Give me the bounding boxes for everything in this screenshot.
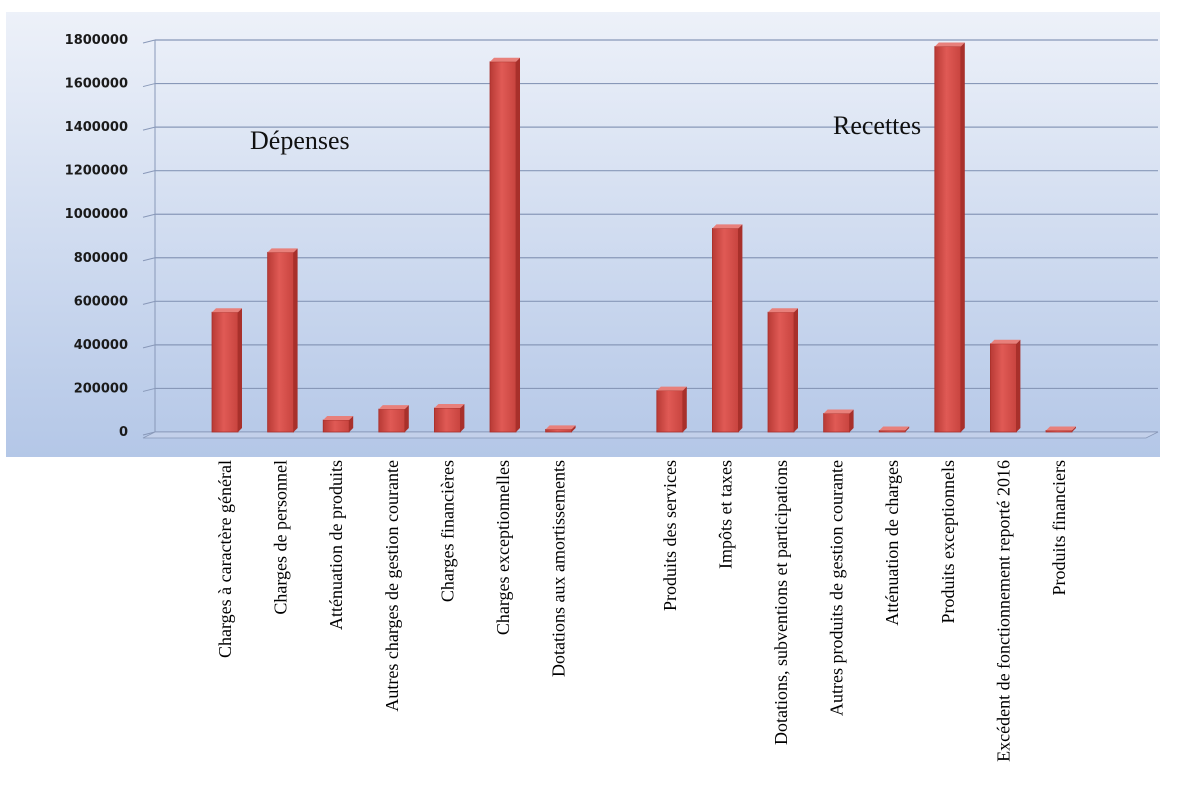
bar-top [545,425,576,430]
x-tick-label: Charges exceptionnelles [493,460,513,635]
grid-line-depth [142,213,156,218]
y-tick-label: 1600000 [65,77,128,92]
x-tick-label: Produits financiers [1049,460,1069,595]
grid-line-depth [142,387,156,392]
grid-line-depth [142,257,156,262]
x-tick-label: Autres produits de gestion courante [827,460,847,716]
x-tick-label: Atténuation de charges [882,460,902,626]
bar [712,227,739,433]
bar-side [905,426,910,432]
bar [934,46,962,433]
bar-top [490,57,520,62]
bar-top [323,416,354,421]
bar-side [238,308,242,432]
bar-top [1046,426,1076,431]
plot-background [6,12,1160,457]
group-label-depenses: Dépenses [250,126,350,155]
x-axis-labels: Charges à caractère général Charges de pe… [215,460,1069,762]
bar-side [849,409,854,432]
x-tick-label: Impôts et taxes [715,460,735,569]
bar-top [212,308,242,313]
x-tick-label: Atténuation de produits [326,460,346,630]
grid-line-depth [142,83,156,88]
grid-line-depth [142,300,156,305]
grid-line-depth [142,170,156,175]
y-tick-label: 1000000 [65,207,128,222]
bar-side [460,404,465,432]
bar [267,251,295,433]
bar [211,311,239,433]
group-label-recettes: Recettes [833,111,921,140]
x-tick-label: Excédent de fonctionnement reporté 2016 [993,460,1013,762]
x-tick-label: Dotations, subventions et participations [771,460,791,745]
bar-top [656,386,687,391]
bar-top [934,42,965,47]
bar [433,407,461,433]
y-axis: 0 200000 400000 600000 800000 1000000 1200000 1… [65,33,128,440]
y-tick-label: 1400000 [65,120,128,135]
x-tick-label: Autres charges de gestion courante [382,460,402,712]
y-tick-label: 0 [119,425,128,440]
bar-side [794,308,798,432]
y-tick-label: 1800000 [65,33,128,48]
bar [378,408,406,433]
y-tick-label: 800000 [74,251,128,266]
bar-side [682,386,687,432]
bar [767,311,795,433]
bar [990,343,1017,433]
bar-side [404,405,409,432]
bar [656,390,684,433]
bar [322,419,350,433]
bar-side [1072,426,1076,432]
bar-side [293,248,298,432]
bar-top [712,224,743,229]
x-tick-label: Charges de personnel [271,460,291,615]
bar-top [768,308,798,313]
bar-side [349,416,354,432]
x-tick-label: Produits des services [660,460,680,611]
bar-side [960,42,965,433]
x-tick-label: Produits exceptionnels [938,460,958,623]
bar-top [990,339,1021,344]
y-tick-label: 400000 [74,338,128,353]
chart-floor [142,431,1159,439]
x-tick-label: Charges à caractère général [215,460,235,658]
x-tick-label: Charges financières [437,460,457,602]
bars [211,42,1076,433]
bar [545,428,572,433]
bar-top [267,248,298,253]
y-tick-label: 600000 [74,294,128,309]
bar [489,61,517,433]
grid-line-depth [142,39,156,44]
bar-top [823,409,854,414]
grid-line-depth [142,344,156,349]
y-tick-label: 1200000 [65,164,128,179]
bar-side [738,224,743,432]
bar-top [378,405,409,410]
bar-top [434,404,465,409]
y-tick-label: 200000 [74,381,128,396]
bar [823,413,850,433]
bar [878,430,906,433]
bar-top [879,426,910,431]
bar-side [571,425,576,432]
bar [1045,430,1073,433]
bar-side [1016,339,1021,432]
x-tick-label: Dotations aux amortissements [549,460,569,677]
bar-side [516,57,520,433]
grid-line-depth [142,126,156,131]
grid-line-depth [142,431,156,436]
